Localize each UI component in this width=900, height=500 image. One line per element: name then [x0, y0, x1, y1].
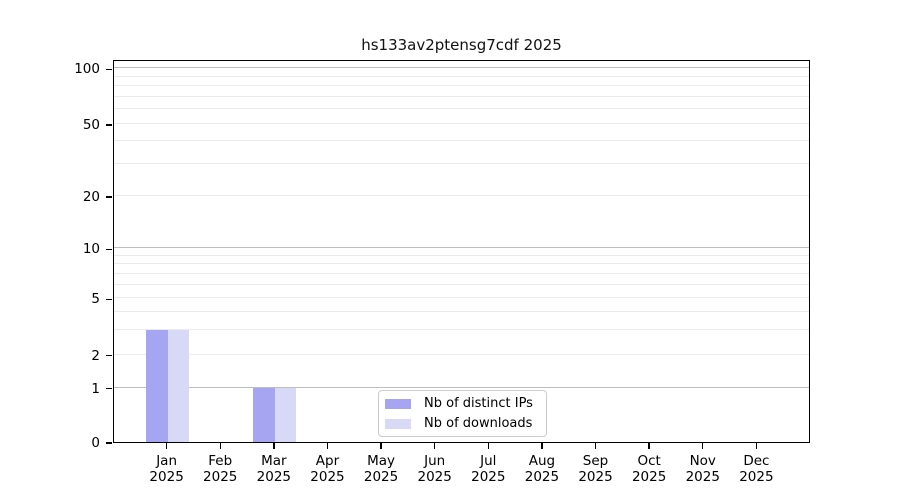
y-gridline	[114, 140, 809, 142]
y-tick-mark	[106, 248, 112, 251]
x-tick-label: May 2025	[351, 453, 411, 485]
y-gridline	[114, 247, 809, 249]
x-tick-month: Feb	[208, 453, 233, 469]
x-tick-mark	[326, 443, 329, 449]
x-tick-month: Jul	[480, 453, 497, 469]
y-tick-label: 100	[74, 61, 100, 78]
y-gridline	[114, 284, 809, 286]
x-tick-year: 2025	[149, 469, 184, 485]
x-tick-mark	[702, 443, 704, 449]
x-tick-year: 2025	[578, 469, 613, 485]
y-tick-label: 0	[91, 435, 100, 451]
legend-label: Nb of downloads	[424, 416, 533, 431]
x-tick-mark	[273, 443, 275, 449]
chart-title: hs133av2ptensg7cdf 2025	[361, 36, 562, 54]
x-tick-mark	[648, 443, 650, 449]
y-gridline	[114, 108, 809, 110]
y-gridline	[114, 194, 809, 196]
x-tick-mark	[487, 443, 489, 449]
y-tick-mark	[106, 68, 112, 71]
x-tick-label: Nov 2025	[673, 453, 733, 485]
x-tick-month: Apr	[315, 453, 340, 469]
y-tick-mark	[106, 298, 112, 300]
x-tick-label: Jan 2025	[137, 453, 197, 485]
y-gridline	[114, 75, 809, 77]
x-tick-mark	[433, 443, 436, 449]
x-tick-mark	[165, 443, 168, 449]
bar	[146, 329, 168, 442]
x-tick-label: Jun 2025	[405, 453, 465, 485]
x-tick-year: 2025	[739, 469, 774, 485]
y-gridline	[114, 263, 809, 265]
x-tick-year: 2025	[363, 469, 399, 485]
y-gridline	[114, 96, 809, 97]
y-tick-label: 2	[91, 347, 100, 364]
x-tick-mark	[380, 443, 382, 449]
x-tick-month: Jun	[424, 453, 446, 469]
bar	[167, 329, 190, 442]
x-tick-month: Jan	[156, 453, 178, 469]
legend-entry-distinct-ips: Nb of distinct IPs	[385, 396, 538, 411]
x-tick-month: Oct	[637, 453, 661, 469]
x-tick-mark	[219, 443, 221, 449]
x-tick-label: Oct 2025	[619, 453, 679, 485]
y-gridline	[114, 67, 809, 69]
x-tick-month: Mar	[261, 453, 287, 469]
x-tick-year: 2025	[417, 469, 452, 485]
x-tick-year: 2025	[524, 469, 560, 485]
y-gridline	[114, 386, 809, 388]
y-gridline	[114, 328, 809, 330]
legend-label: Nb of distinct IPs	[424, 396, 533, 411]
x-tick-label: Dec 2025	[726, 453, 786, 485]
x-tick-month: Nov	[689, 453, 716, 469]
legend-swatch-downloads-icon	[385, 418, 411, 429]
y-tick-label: 10	[82, 241, 100, 258]
x-tick-label: Apr 2025	[297, 453, 357, 485]
y-gridline	[114, 122, 809, 124]
y-tick-label: 5	[91, 291, 100, 308]
y-gridline	[114, 297, 809, 299]
y-tick-mark	[106, 442, 112, 444]
x-tick-year: 2025	[310, 469, 345, 485]
x-tick-year: 2025	[631, 469, 667, 485]
x-tick-mark	[541, 443, 543, 449]
legend-swatch-distinct-ips-icon	[385, 398, 411, 409]
y-gridline	[114, 254, 809, 256]
y-gridline	[114, 163, 809, 165]
bar	[253, 387, 275, 442]
x-tick-month: Aug	[528, 453, 556, 469]
x-tick-year: 2025	[256, 469, 292, 485]
x-tick-month: Sep	[582, 453, 609, 469]
x-tick-month: Dec	[743, 453, 770, 469]
y-tick-label: 50	[82, 116, 100, 133]
y-gridline	[114, 311, 809, 313]
y-tick-label: 20	[82, 188, 100, 205]
plot-area	[113, 60, 810, 443]
x-tick-label: Sep 2025	[566, 453, 626, 485]
bar	[274, 387, 297, 442]
x-tick-label: Feb 2025	[190, 453, 250, 485]
y-tick-mark	[106, 355, 112, 357]
x-tick-mark	[594, 443, 597, 449]
x-tick-label: Jul 2025	[458, 453, 518, 485]
x-tick-year: 2025	[685, 469, 720, 485]
legend-entry-downloads: Nb of downloads	[385, 416, 538, 431]
x-tick-mark	[755, 443, 758, 449]
x-tick-month: May	[367, 453, 396, 469]
y-gridline	[114, 273, 809, 275]
y-tick-mark	[106, 388, 112, 390]
x-tick-year: 2025	[203, 469, 238, 485]
y-tick-mark	[106, 196, 112, 198]
y-tick-label: 1	[91, 380, 100, 397]
x-tick-label: Mar 2025	[244, 453, 304, 485]
x-tick-year: 2025	[471, 469, 506, 485]
y-tick-mark	[106, 124, 112, 126]
y-gridline	[114, 353, 809, 355]
legend: Nb of distinct IPs Nb of downloads	[378, 390, 547, 437]
y-gridline	[114, 85, 809, 87]
x-tick-label: Aug 2025	[512, 453, 572, 485]
